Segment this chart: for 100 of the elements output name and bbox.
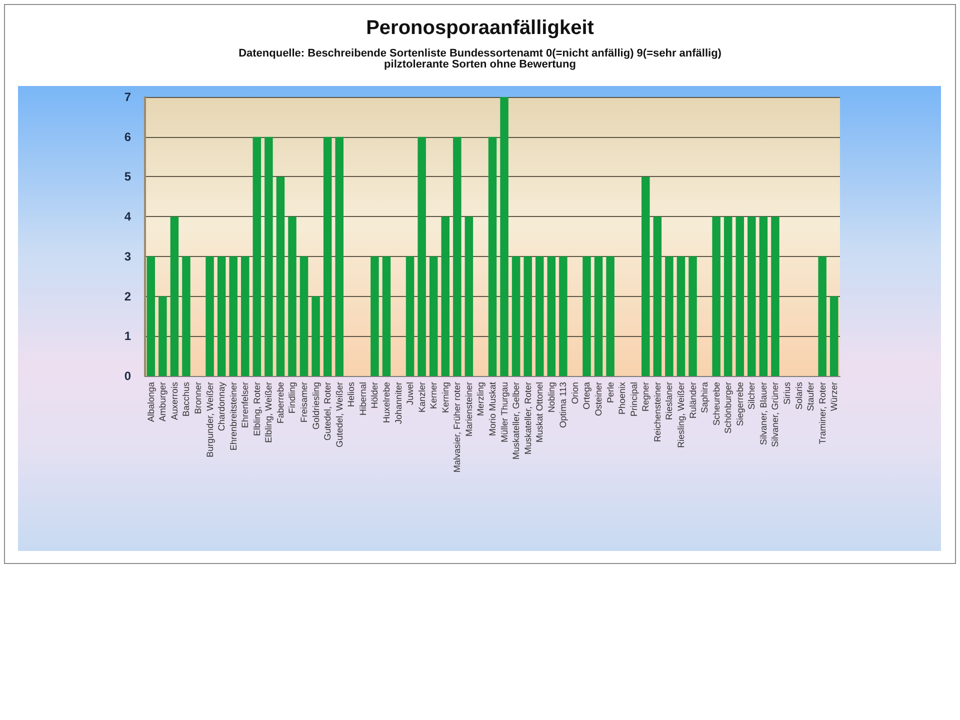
- bar: [748, 216, 756, 376]
- bar: [158, 296, 167, 376]
- x-tick-label: Kanzler: [416, 382, 427, 413]
- bar: [441, 216, 450, 376]
- bar: [241, 256, 250, 376]
- x-tick-label: Silvaner, Blauer: [758, 382, 768, 446]
- x-tick-label: Würzer: [829, 382, 840, 411]
- x-tick-label: Perle: [605, 382, 616, 404]
- bar: [146, 256, 156, 376]
- bar: [724, 216, 732, 376]
- x-tick-label: Siegerrebe: [734, 382, 745, 426]
- bar: [642, 176, 650, 376]
- x-tick-label: Chardonnay: [216, 382, 227, 432]
- bar: [653, 216, 662, 376]
- bar: [335, 136, 344, 376]
- bar: [170, 216, 179, 376]
- x-tick-label: Muskat Ottonel: [534, 382, 545, 443]
- bar: [206, 256, 214, 376]
- x-tick-label: Merzling: [476, 382, 486, 416]
- bar: [312, 296, 320, 376]
- bar: [406, 256, 414, 376]
- x-tick-label: Helios: [346, 382, 356, 408]
- x-tick-label: Saphira: [700, 382, 710, 414]
- x-tick-label: Phoenix: [617, 382, 628, 415]
- x-tick-label: Regner: [640, 382, 651, 412]
- bar: [229, 256, 238, 376]
- bar: [418, 136, 426, 376]
- y-tick-label: 5: [124, 170, 132, 184]
- x-tick-label: Auxerrois: [169, 382, 180, 420]
- bar: [382, 256, 391, 376]
- x-tick-label: Traminer, Roter: [817, 382, 828, 444]
- x-tick-label: Hölder: [370, 382, 380, 409]
- bar: [759, 216, 768, 376]
- bar: [665, 256, 674, 376]
- bar: [771, 216, 780, 376]
- x-tick-label: Reichensteiner: [652, 382, 662, 442]
- bar: [252, 136, 262, 376]
- x-tick-label: Findling: [287, 382, 298, 414]
- bar: [370, 256, 379, 376]
- x-tick-label: Principal: [628, 382, 639, 417]
- x-tick-label: Muskateller, Gelber: [511, 382, 522, 460]
- x-tick-label: Schönburger: [723, 382, 734, 434]
- bar: [464, 216, 474, 376]
- x-tick-label: Kerning: [440, 382, 450, 414]
- x-tick-label: Sirius: [782, 382, 792, 405]
- bar: [830, 296, 838, 376]
- bar: [736, 216, 744, 376]
- x-tick-label: Elbling, Roter: [252, 382, 262, 436]
- bar: [264, 136, 273, 376]
- bar: [512, 256, 520, 376]
- x-tick-label: Solaris: [794, 382, 804, 410]
- bar: [606, 256, 614, 376]
- bar: [524, 256, 532, 376]
- x-tick-label: Optima 113: [558, 382, 568, 428]
- x-tick-label: Freisamer: [299, 382, 310, 423]
- x-tick-label: Scheurebe: [711, 382, 722, 426]
- bar: [288, 216, 296, 376]
- chart-subtitle: Datenquelle: Beschreibende Sortenliste Bundessortenamt 0(=nicht anfällig) 9(=sehr anfällig): [238, 48, 722, 60]
- bar: [300, 256, 308, 376]
- y-tick-label: 7: [124, 90, 132, 104]
- bar: [453, 136, 462, 376]
- x-tick-label: Elbling, Weißer: [264, 382, 274, 443]
- bar: [217, 256, 226, 376]
- x-tick-label: Müller Thurgau: [499, 382, 510, 442]
- y-tick-label: 4: [124, 210, 132, 224]
- x-tick-label: Kerner: [428, 382, 439, 410]
- x-tick-label: Gutedel, Weißer: [334, 382, 344, 448]
- y-tick-label: 2: [124, 289, 132, 304]
- bar: [688, 256, 697, 376]
- x-tick-label: Bronner: [193, 382, 204, 414]
- x-tick-label: Huxelrebe: [381, 382, 392, 424]
- x-tick-label: Ortega: [582, 382, 592, 410]
- x-tick-label: Rieslaner: [664, 382, 674, 420]
- bar: [547, 256, 556, 376]
- y-tick-label: 1: [124, 329, 132, 344]
- x-tick-label: Mariensteiner: [464, 382, 474, 437]
- x-tick-label: Osteiner: [594, 382, 604, 416]
- x-tick-label: Riesling, Weißer: [676, 382, 686, 448]
- x-tick-label: Ehrenfelser: [240, 382, 250, 428]
- x-tick-label: Ehrenbreitsteiner: [228, 382, 238, 451]
- bar: [323, 136, 332, 376]
- x-tick-label: Morio Muskat: [488, 382, 498, 436]
- bar: [559, 256, 568, 376]
- bar: [429, 256, 438, 376]
- x-tick-label: Malvasier, Früher roter: [452, 382, 462, 473]
- x-tick-label: Hibernal: [358, 382, 368, 416]
- x-tick-label: Nobling: [546, 382, 556, 413]
- x-tick-label: Juwel: [405, 382, 416, 406]
- bar: [276, 176, 285, 376]
- x-tick-label: Muskateller, Roter: [522, 382, 533, 455]
- y-tick-label: 3: [124, 249, 132, 264]
- x-tick-label: Staufer: [806, 382, 816, 412]
- x-tick-label: Burgunder, Weißer: [204, 382, 215, 458]
- x-tick-label: Amburger: [158, 382, 168, 422]
- bar: [676, 256, 686, 376]
- bar: [594, 256, 603, 376]
- bar: [182, 256, 190, 376]
- x-tick-label: Albalonga: [146, 382, 156, 422]
- x-tick-label: Johanniter: [393, 382, 404, 424]
- bar: [488, 136, 497, 376]
